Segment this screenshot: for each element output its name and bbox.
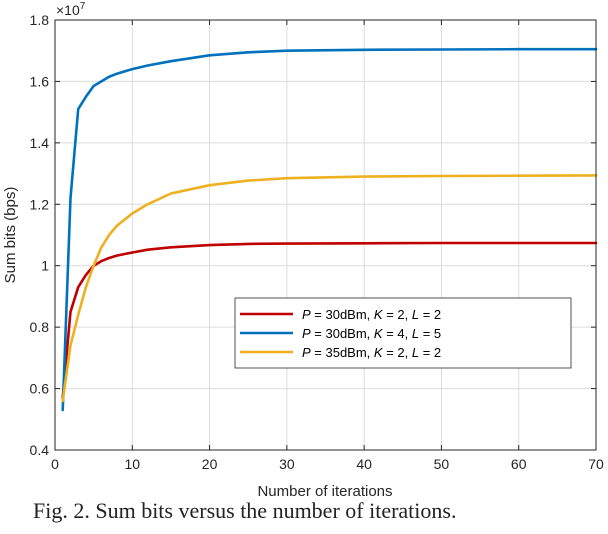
legend: P = 30dBm, K = 2, L = 2P = 30dBm, K = 4,…: [234, 297, 572, 369]
figure-caption: Fig. 2. Sum bits versus the number of it…: [33, 498, 457, 523]
legend-label-part: = 2: [419, 345, 441, 360]
legend-label-part: = 30dBm,: [311, 326, 374, 341]
legend-label-part: P: [302, 345, 311, 360]
x-tick-label: 10: [124, 456, 140, 472]
series-line-3: [61, 174, 598, 403]
legend-label-part: L: [412, 307, 419, 322]
y-multiplier-exponent: 7: [80, 1, 86, 12]
legend-label-part: K: [374, 307, 384, 322]
legend-label-part: L: [412, 345, 419, 360]
x-tick-label: 30: [279, 456, 295, 472]
legend-label-part: = 2,: [383, 345, 412, 360]
x-tick-label: 60: [511, 456, 527, 472]
x-axis-title: Number of iterations: [257, 483, 392, 498]
legend-label-part: P: [302, 307, 311, 322]
legend-label-part: P: [302, 326, 311, 341]
legend-label-part: = 5: [419, 326, 441, 341]
y-tick-label: 1.6: [30, 73, 50, 89]
legend-label-part: K: [374, 345, 384, 360]
series-line-1: [61, 241, 598, 400]
ticks: 0 10 20 30 40 50 60 70 0.4 0.6 0.8 1 1.2 1.4 1.6 1.8: [30, 12, 604, 472]
y-multiplier: ×107: [56, 1, 86, 18]
legend-label-2: P = 30dBm, K = 4, L = 5: [302, 326, 441, 341]
y-axis-title: Sum bits (bps): [2, 187, 19, 284]
y-tick-label: 0.8: [30, 319, 50, 335]
legend-label-part: L: [412, 326, 419, 341]
y-tick-label: 1: [41, 258, 49, 274]
plot-background: [55, 20, 596, 450]
legend-label-part: = 35dBm,: [311, 345, 374, 360]
x-tick-label: 70: [588, 456, 604, 472]
series-line-2: [61, 47, 598, 412]
plot-frame: [54, 19, 597, 451]
x-tick-label: 0: [51, 456, 59, 472]
legend-label-part: K: [374, 326, 384, 341]
legend-label-3: P = 35dBm, K = 2, L = 2: [302, 345, 441, 360]
x-tick-label: 20: [202, 456, 218, 472]
y-tick-label: 1.2: [30, 196, 50, 212]
y-tick-label: 0.4: [30, 442, 50, 458]
x-tick-label: 50: [434, 456, 450, 472]
legend-label-1: P = 30dBm, K = 2, L = 2: [302, 307, 441, 322]
y-multiplier-base: ×10: [56, 2, 80, 18]
x-tick-label: 40: [356, 456, 372, 472]
legend-label-part: = 2,: [383, 307, 412, 322]
legend-label-part: = 2: [419, 307, 441, 322]
grid: [54, 19, 597, 451]
y-tick-label: 1.4: [30, 135, 50, 151]
series-layer: [61, 47, 598, 412]
y-tick-label: 0.6: [30, 381, 50, 397]
legend-label-part: = 30dBm,: [311, 307, 374, 322]
y-tick-label: 1.8: [30, 12, 50, 28]
sum-bits-chart: 0 10 20 30 40 50 60 70 0.4 0.6 0.8 1 1.2 1.4 1.6 1.8 ×1…: [2, 1, 604, 498]
legend-label-part: = 4,: [383, 326, 412, 341]
